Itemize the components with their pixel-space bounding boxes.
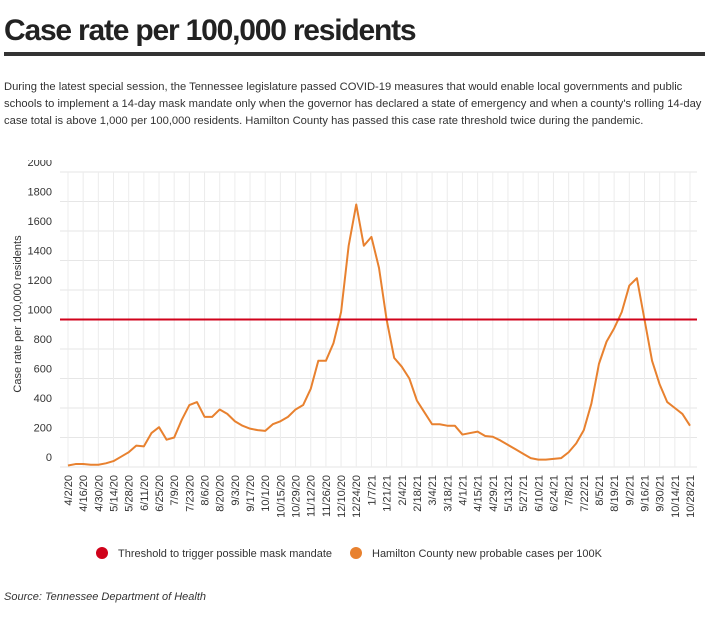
legend-marker [96,547,108,559]
x-tick-label: 9/2/21 [624,475,636,506]
x-tick-label: 1/21/21 [382,475,394,512]
x-tick-label: 8/6/20 [200,475,212,506]
x-tick-label: 12/24/20 [351,475,363,518]
chart: Case rate per 100,000 residents 0 200 400 6… [12,160,697,560]
x-tick-label: 11/26/20 [321,475,333,517]
y-tick-label: 1200 [28,275,52,287]
x-tick-label: 7/22/21 [579,475,591,512]
y-tick-label: 1000 [28,305,52,317]
x-tick-label: 10/29/20 [291,475,303,518]
x-tick-label: 6/10/21 [533,475,545,512]
x-tick-label: 9/16/21 [639,475,651,512]
y-tick-label: 1400 [28,246,52,258]
x-tick-label: 1/7/21 [366,475,378,506]
x-tick-label: 4/15/21 [473,475,485,512]
y-tick-label: 1600 [28,216,52,228]
y-tick-label: 2000 [28,160,52,169]
y-tick-label: 800 [34,334,52,346]
x-tick-label: 5/14/20 [109,475,121,512]
x-tick-label: 10/28/21 [685,475,697,518]
x-tick-label: 7/9/20 [169,475,181,506]
x-tick-label: 9/30/21 [655,475,667,512]
y-axis-title: Case rate per 100,000 residents [12,235,24,393]
x-tick-label: 11/12/20 [306,475,318,517]
x-tick-label: 8/19/21 [609,475,621,512]
x-tick-label: 5/27/21 [518,475,530,512]
x-tick-label: 8/20/20 [215,475,227,512]
series-line [67,203,691,467]
x-tick-label: 6/25/20 [154,475,166,512]
x-tick-label: 3/18/21 [442,475,454,512]
x-tick-label: 10/1/20 [260,475,272,512]
x-tick-label: 2/18/21 [412,475,424,512]
x-tick-label: 4/2/20 [63,475,75,506]
title: Case rate per 100,000 residents [4,14,417,47]
description: During the latest special session, the T… [4,81,702,127]
source: Source: Tennessee Department of Health [4,591,206,603]
y-tick-label: 600 [34,364,52,376]
y-tick-label: 0 [46,452,52,464]
y-tick-label: 200 [34,423,52,435]
x-tick-label: 4/30/20 [93,475,105,512]
x-tick-label: 10/15/20 [275,475,287,518]
y-tick-label: 400 [34,393,52,405]
legend-marker [350,547,362,559]
x-tick-label: 9/3/20 [230,475,242,506]
x-tick-label: 9/17/20 [245,475,257,512]
x-tick-label: 7/8/21 [564,475,576,506]
x-tick-label: 7/23/20 [184,475,196,512]
y-tick-label: 1800 [28,187,52,199]
x-tick-label: 6/11/20 [139,475,151,511]
x-tick-label: 8/5/21 [594,475,606,506]
legend-label: Threshold to trigger possible mask manda… [118,548,332,560]
legend-label: Hamilton County new probable cases per 1… [372,548,603,560]
x-tick-label: 4/1/21 [457,475,469,506]
x-tick-label: 2/4/21 [397,475,409,506]
x-tick-label: 12/10/20 [336,475,348,518]
x-tick-label: 4/16/20 [78,475,90,512]
x-tick-label: 3/4/21 [427,475,439,506]
x-tick-label: 6/24/21 [548,475,560,512]
x-tick-label: 5/28/20 [124,475,136,512]
title-rule [4,52,705,56]
x-tick-label: 4/29/21 [488,475,500,512]
x-tick-label: 5/13/21 [503,475,515,512]
x-tick-label: 10/14/21 [670,475,682,518]
